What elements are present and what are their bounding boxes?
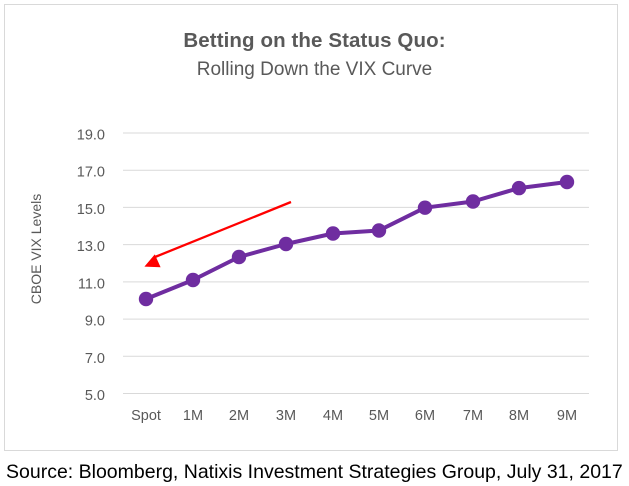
- svg-text:5M: 5M: [369, 408, 389, 424]
- svg-text:9M: 9M: [557, 408, 577, 424]
- svg-text:4M: 4M: [323, 408, 343, 424]
- svg-text:9.0: 9.0: [85, 314, 105, 330]
- svg-text:19.0: 19.0: [77, 128, 105, 144]
- svg-text:15.0: 15.0: [77, 202, 105, 218]
- svg-text:2M: 2M: [229, 408, 249, 424]
- svg-text:13.0: 13.0: [77, 239, 105, 255]
- svg-text:1M: 1M: [183, 408, 203, 424]
- svg-text:3M: 3M: [276, 408, 296, 424]
- svg-text:7.0: 7.0: [85, 351, 105, 367]
- svg-text:8M: 8M: [509, 408, 529, 424]
- svg-text:Spot: Spot: [131, 408, 161, 424]
- svg-text:17.0: 17.0: [77, 165, 105, 181]
- svg-text:5.0: 5.0: [85, 388, 105, 404]
- svg-text:7M: 7M: [463, 408, 483, 424]
- svg-text:11.0: 11.0: [78, 276, 105, 292]
- svg-text:CBOE VIX Levels: CBOE VIX Levels: [28, 194, 44, 305]
- svg-text:6M: 6M: [415, 408, 435, 424]
